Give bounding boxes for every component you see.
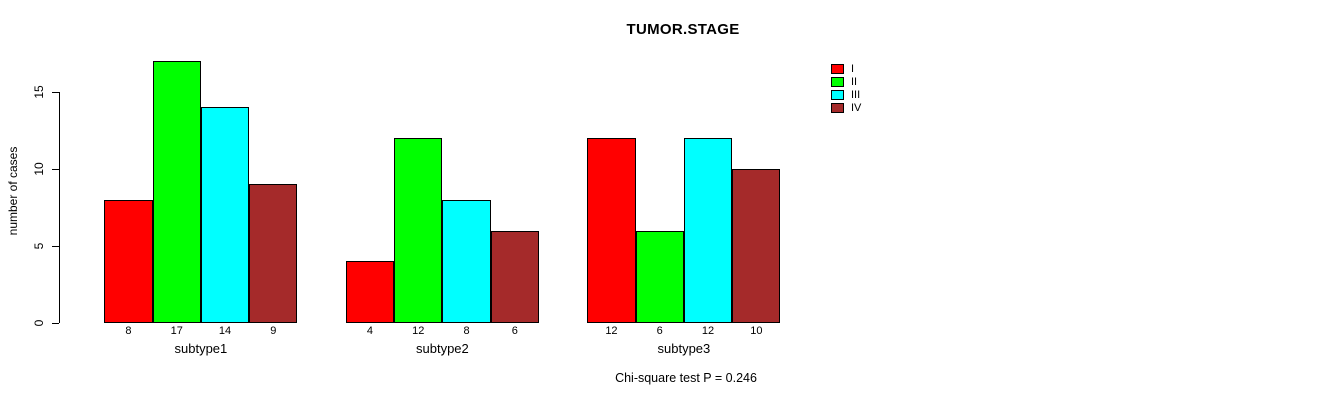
bar-value-label: 12: [605, 325, 618, 337]
chi-square-note: Chi-square test P = 0.246: [615, 371, 757, 385]
bar-subtype1-stage-II: [152, 61, 201, 323]
bar-subtype2-stage-IV: [490, 230, 539, 323]
legend: I II III IV: [831, 64, 861, 116]
y-tick-label: 10: [32, 162, 46, 176]
legend-label: II: [851, 76, 858, 88]
bar-value-label: 9: [270, 325, 277, 337]
y-tick-label: 0: [32, 319, 46, 327]
y-tick-label: 5: [32, 242, 46, 250]
y-axis-label: number of cases: [6, 146, 20, 236]
legend-swatch-III: [831, 90, 844, 100]
legend-item-I: I: [831, 63, 861, 75]
legend-swatch-I: [831, 64, 844, 74]
bar-value-label: 14: [218, 325, 232, 337]
bar-value-label: 12: [701, 325, 715, 337]
legend-label: IV: [851, 102, 862, 114]
y-tick-mark: [52, 91, 59, 93]
bar-subtype1-stage-I: [104, 199, 153, 323]
y-tick-mark: [52, 168, 59, 170]
bar-subtype3-stage-IV: [732, 169, 781, 323]
group-label-subtype1: subtype1: [174, 341, 228, 356]
y-tick-mark: [52, 322, 59, 324]
group-label-subtype2: subtype2: [416, 341, 469, 356]
bar-value-label: 8: [125, 325, 132, 337]
bar-value-label: 8: [463, 325, 470, 337]
bar-subtype3-stage-II: [635, 230, 684, 323]
bar-subtype1-stage-III: [200, 107, 250, 323]
chart-title: TUMOR.STAGE: [626, 21, 740, 38]
group-label-subtype3: subtype3: [657, 341, 711, 356]
bar-value-label: 6: [511, 325, 518, 337]
legend-swatch-IV: [831, 103, 844, 113]
legend-label: I: [851, 63, 855, 75]
bar-subtype2-stage-III: [442, 199, 491, 323]
y-tick-mark: [52, 245, 59, 247]
legend-item-III: III: [831, 89, 861, 101]
y-tick-label: 15: [32, 85, 46, 99]
bar-subtype2-stage-II: [394, 138, 443, 323]
bar-subtype2-stage-I: [345, 261, 395, 323]
y-axis-line: [59, 92, 60, 323]
bar-value-label: 12: [412, 325, 425, 337]
legend-item-IV: IV: [831, 102, 862, 114]
bar-value-label: 10: [750, 325, 763, 337]
bar-value-label: 4: [366, 325, 373, 337]
legend-item-II: II: [831, 76, 861, 88]
bar-subtype3-stage-III: [683, 138, 733, 323]
bar-subtype3-stage-I: [587, 138, 636, 323]
bar-value-label: 17: [170, 325, 183, 337]
bar-value-label: 6: [656, 325, 663, 337]
bar-subtype1-stage-IV: [249, 184, 298, 323]
legend-swatch-II: [831, 77, 844, 87]
legend-label: III: [851, 89, 861, 101]
